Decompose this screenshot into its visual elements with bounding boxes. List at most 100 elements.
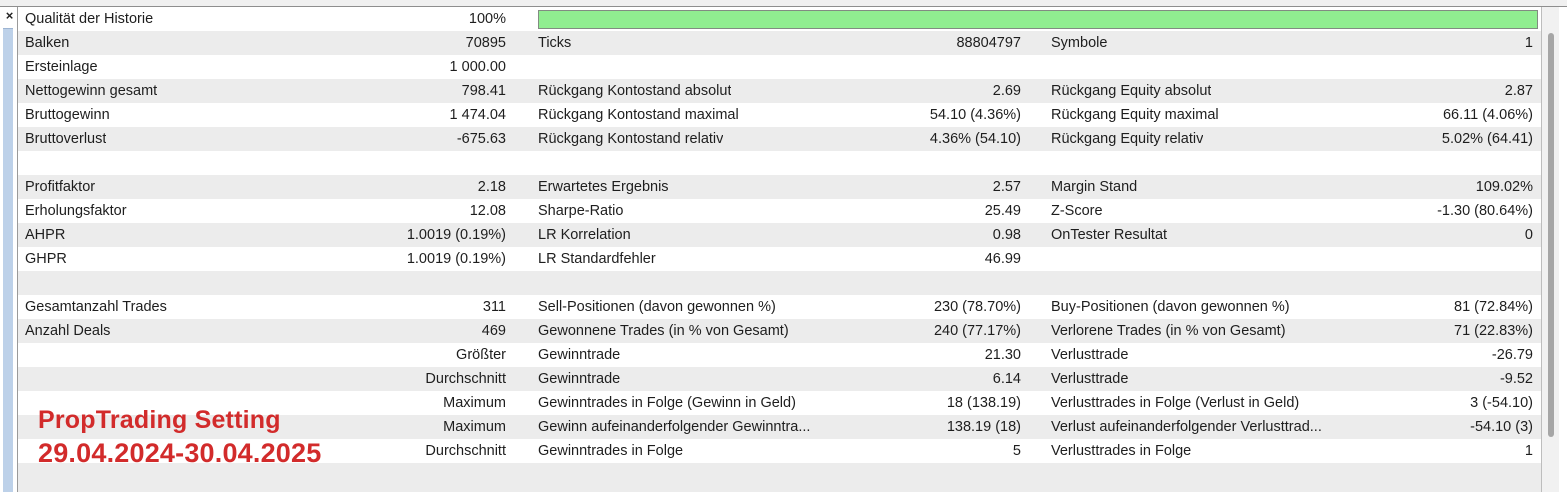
stat-cell: Rückgang Equity relativ 5.02% (64.41): [1031, 127, 1541, 151]
stat-cell: Verlusttrade -26.79: [1031, 343, 1541, 367]
stat-cell: Ersteinlage 1 000.00: [18, 55, 516, 79]
stat-value: 100%: [468, 11, 506, 27]
stat-cell: [18, 271, 516, 295]
stat-value: Größter: [456, 347, 506, 363]
stat-label: Rückgang Equity absolut: [1051, 83, 1212, 99]
panel-edge-strip: [3, 28, 13, 492]
stat-cell: [516, 55, 1031, 79]
stat-cell: Verlorene Trades (in % von Gesamt) 71 (22…: [1031, 319, 1541, 343]
stat-cell: [1031, 271, 1541, 295]
stat-value: 138.19 (18): [946, 419, 1021, 435]
stat-label: Gewinntrade: [538, 371, 621, 387]
stat-label: Symbole: [1051, 35, 1108, 51]
history-quality-progress-fill: [539, 11, 1537, 28]
stat-label: Qualität der Historie: [25, 11, 154, 27]
stat-value: 798.41: [461, 83, 506, 99]
stat-value: 1.0019 (0.19%): [406, 251, 506, 267]
stat-label: Ticks: [538, 35, 572, 51]
stat-label: Erholungsfaktor: [25, 203, 127, 219]
stat-label: Sharpe-Ratio: [538, 203, 624, 219]
stat-value: 0.98: [992, 227, 1021, 243]
stat-value: 230 (78.70%): [933, 299, 1021, 315]
stat-label: Rückgang Kontostand relativ: [538, 131, 724, 147]
stat-value: Maximum: [443, 419, 506, 435]
stat-value: 1.0019 (0.19%): [406, 227, 506, 243]
stat-value: 469: [481, 323, 506, 339]
stat-value: 240 (77.17%): [933, 323, 1021, 339]
stat-cell: Z-Score -1.30 (80.64%): [1031, 199, 1541, 223]
table-row: Durchschnitt Gewinntrades in Folge 5 Verlus…: [18, 439, 1541, 463]
stat-cell: Nettogewinn gesamt 798.41: [18, 79, 516, 103]
stat-value: -1.30 (80.64%): [1437, 203, 1533, 219]
stat-cell: [1031, 247, 1541, 271]
table-row: Bruttogewinn 1 474.04 Rückgang Kontostand …: [18, 103, 1541, 127]
stat-value: -54.10 (3): [1470, 419, 1533, 435]
table-row: Profitfaktor 2.18 Erwartetes Ergebnis 2.57 M…: [18, 175, 1541, 199]
stat-cell: [1031, 463, 1541, 487]
stat-cell: AHPR 1.0019 (0.19%): [18, 223, 516, 247]
stat-label: Balken: [25, 35, 70, 51]
scrollbar-thumb[interactable]: [1548, 33, 1554, 437]
stat-value: 18 (138.19): [946, 395, 1021, 411]
stat-value: 1 474.04: [449, 107, 506, 123]
stat-cell: Buy-Positionen (davon gewonnen %) 81 (72.…: [1031, 295, 1541, 319]
table-row: Anzahl Deals 469 Gewonnene Trades (in % vo…: [18, 319, 1541, 343]
stat-label: Erwartetes Ergebnis: [538, 179, 669, 195]
stat-label: Rückgang Kontostand maximal: [538, 107, 739, 123]
table-row: [18, 151, 1541, 175]
close-icon[interactable]: ×: [5, 7, 14, 23]
stat-value: 1: [1524, 35, 1533, 51]
stat-value: 6.14: [992, 371, 1021, 387]
stat-cell: Größter: [18, 343, 516, 367]
stat-label: Bruttoverlust: [25, 131, 107, 147]
stat-cell: [18, 463, 516, 487]
stat-value: -26.79: [1491, 347, 1533, 363]
stat-value: 109.02%: [1475, 179, 1533, 195]
stat-cell: Rückgang Equity maximal 66.11 (4.06%): [1031, 103, 1541, 127]
stat-value: 5: [1012, 443, 1021, 459]
stat-label: Z-Score: [1051, 203, 1103, 219]
stat-value: Durchschnitt: [425, 443, 506, 459]
stat-value: 46.99: [984, 251, 1021, 267]
stat-label: Ersteinlage: [25, 59, 98, 75]
stat-value: 2.57: [992, 179, 1021, 195]
stat-label: Gewinntrades in Folge (Gewinn in Geld): [538, 395, 796, 411]
stat-label: Verlusttrade: [1051, 371, 1129, 387]
stat-cell: Durchschnitt: [18, 367, 516, 391]
stat-label: LR Standardfehler: [538, 251, 656, 267]
table-row: GHPR 1.0019 (0.19%) LR Standardfehler 46.99: [18, 247, 1541, 271]
stat-cell: Sharpe-Ratio 25.49: [516, 199, 1031, 223]
stat-cell: Bruttogewinn 1 474.04: [18, 103, 516, 127]
history-quality-progressbar: [538, 10, 1538, 29]
stat-cell: Rückgang Kontostand absolut 2.69: [516, 79, 1031, 103]
stat-value: 2.69: [992, 83, 1021, 99]
stat-cell: Gesamtanzahl Trades 311: [18, 295, 516, 319]
vertical-scrollbar[interactable]: [1542, 7, 1559, 492]
stat-label: AHPR: [25, 227, 66, 243]
stat-cell: Erholungsfaktor 12.08: [18, 199, 516, 223]
stat-cell: Gewinntrades in Folge (Gewinn in Geld) 18…: [516, 391, 1031, 415]
stat-label: OnTester Resultat: [1051, 227, 1168, 243]
stat-value: 81 (72.84%): [1454, 299, 1533, 315]
stat-value: 25.49: [984, 203, 1021, 219]
stat-label: Rückgang Equity maximal: [1051, 107, 1219, 123]
stat-cell: Rückgang Kontostand relativ 4.36% (54.10): [516, 127, 1031, 151]
stat-label: Anzahl Deals: [25, 323, 111, 339]
stat-value: Maximum: [443, 395, 506, 411]
stat-value: 54.10 (4.36%): [929, 107, 1021, 123]
table-row: [18, 463, 1541, 487]
stat-cell: Verlusttrades in Folge (Verlust in Geld)…: [1031, 391, 1541, 415]
table-row: Bruttoverlust -675.63 Rückgang Kontostand …: [18, 127, 1541, 151]
stat-label: Rückgang Equity relativ: [1051, 131, 1204, 147]
stat-cell: Sell-Positionen (davon gewonnen %) 230 (7…: [516, 295, 1031, 319]
stat-cell: Maximum: [18, 415, 516, 439]
stat-cell: Profitfaktor 2.18: [18, 175, 516, 199]
stat-cell: Symbole 1: [1031, 31, 1541, 55]
stat-value: 1: [1524, 443, 1533, 459]
stat-label: Gewinntrades in Folge: [538, 443, 684, 459]
stat-label: Margin Stand: [1051, 179, 1138, 195]
stat-value: -675.63: [456, 131, 506, 147]
table-row: AHPR 1.0019 (0.19%) LR Korrelation 0.98 OnTe…: [18, 223, 1541, 247]
stat-cell: Gewinntrades in Folge 5: [516, 439, 1031, 463]
